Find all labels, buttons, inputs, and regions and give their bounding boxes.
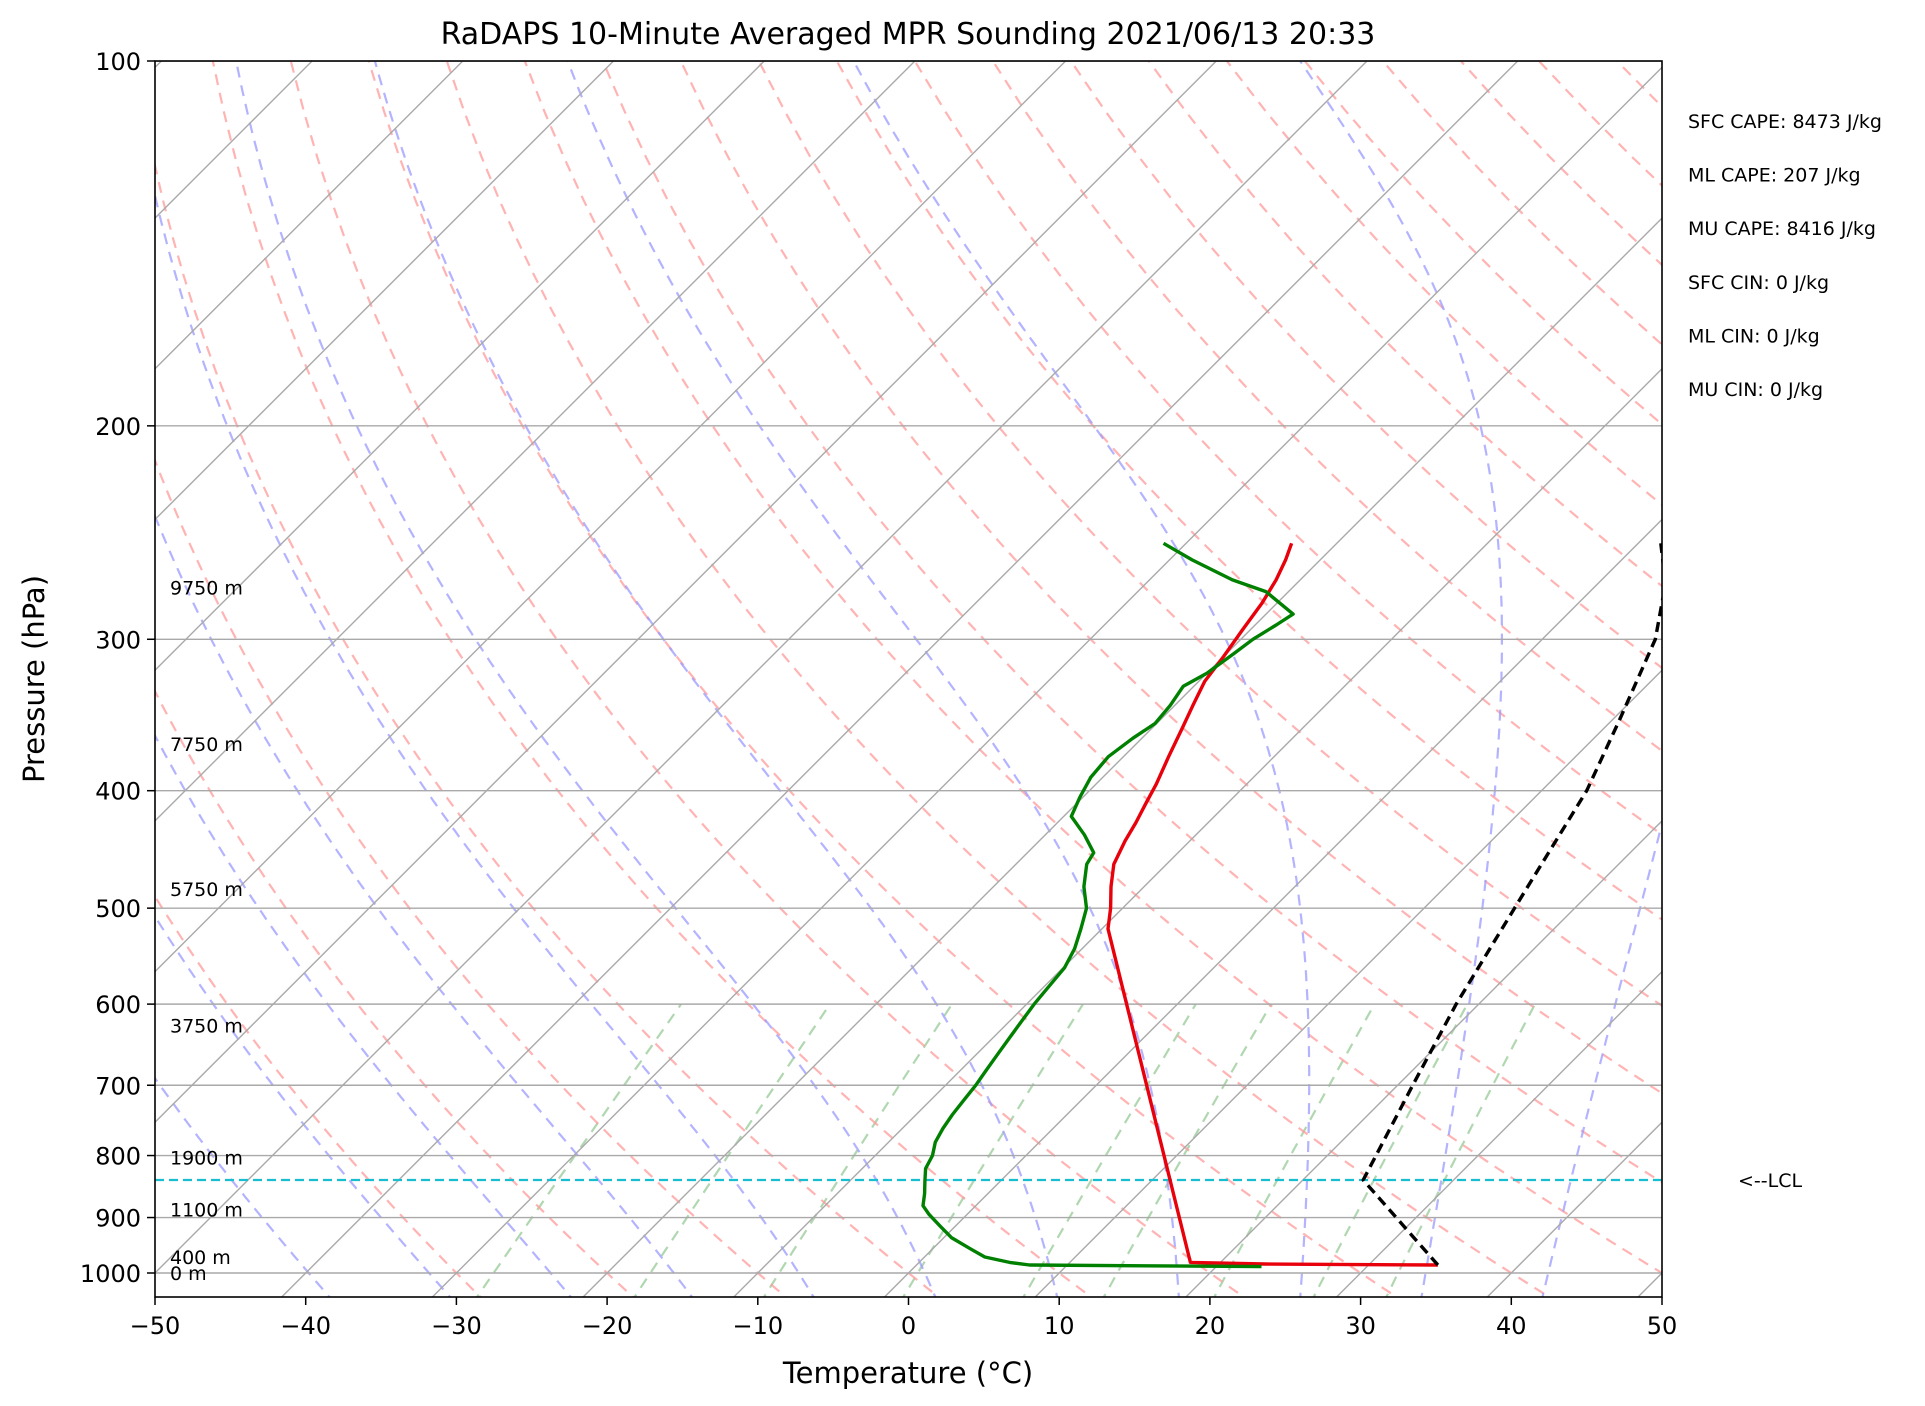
- mixing-ratio-line: [633, 1003, 831, 1297]
- mixing-ratio-line: [762, 1003, 953, 1297]
- stat-annotation: MU CAPE: 8416 J/kg: [1688, 218, 1876, 240]
- height-label: 7750 m: [170, 734, 243, 756]
- x-tick-label: −10: [732, 1312, 783, 1340]
- moist-adiabat-line: [155, 513, 694, 1297]
- height-label: 0 m: [170, 1263, 207, 1285]
- x-tick-label: −40: [280, 1312, 331, 1340]
- height-label: 9750 m: [170, 578, 243, 600]
- series-layer: [921, 541, 1662, 1269]
- isotherm-line: [155, 61, 1067, 973]
- mixing-ratio-line: [475, 1003, 683, 1297]
- dry-adiabat-line: [835, 61, 1662, 921]
- moist-adiabat-line: [1541, 819, 1662, 1297]
- stats-panel: SFC CAPE: 8473 J/kg ML CAPE: 207 J/kg MU C…: [1688, 111, 1882, 401]
- y-tick-label: 300: [95, 626, 141, 654]
- temperature-profile-line: [1106, 542, 1438, 1267]
- y-tick-label: 1000: [80, 1260, 141, 1288]
- y-axis: 100 200 300 400 500 600 700 800 900 1000: [80, 48, 155, 1288]
- parcel-profile-line: [1361, 543, 1662, 1267]
- isotherm-line: [155, 61, 1368, 1274]
- x-tick-label: 30: [1345, 1312, 1376, 1340]
- height-label: 5750 m: [170, 879, 243, 901]
- x-tick-label: 10: [1044, 1312, 1075, 1340]
- isotherm-line: [1034, 669, 1662, 1297]
- x-tick-label: −20: [582, 1312, 633, 1340]
- height-label: 3750 m: [170, 1016, 243, 1038]
- isotherm-line: [155, 61, 1218, 1124]
- y-axis-title: Pressure (hPa): [17, 575, 51, 783]
- x-tick-label: −50: [130, 1312, 181, 1340]
- y-tick-label: 100: [95, 48, 141, 76]
- isotherm-line: [883, 518, 1662, 1297]
- x-axis: −50 −40 −30 −20 −10 0 10 20 30 40 50: [130, 1297, 1678, 1340]
- isobar-gridlines: [155, 61, 1662, 1274]
- x-tick-label: 0: [901, 1312, 916, 1340]
- chart-title: RaDAPS 10-Minute Averaged MPR Sounding 2…: [441, 17, 1376, 52]
- isotherm-line: [280, 61, 1519, 1297]
- isotherm-line: [431, 66, 1662, 1297]
- stat-annotation: SFC CAPE: 8473 J/kg: [1688, 111, 1882, 133]
- isotherm-line: [732, 367, 1662, 1297]
- isotherm-line: [1184, 819, 1662, 1297]
- stat-annotation: ML CAPE: 207 J/kg: [1688, 165, 1861, 187]
- moist-adiabat-line: [373, 61, 1059, 1297]
- dry-adiabat-line: [1147, 61, 1662, 588]
- y-tick-label: 400: [95, 778, 141, 806]
- x-axis-title: Temperature (°C): [782, 1356, 1033, 1390]
- dewpoint-profile-line: [921, 541, 1295, 1269]
- stat-annotation: MU CIN: 0 J/kg: [1688, 379, 1823, 401]
- y-tick-label: 700: [95, 1072, 141, 1100]
- isotherm-line: [155, 61, 766, 672]
- y-tick-label: 600: [95, 991, 141, 1019]
- height-label: 400 m: [170, 1247, 231, 1269]
- x-tick-label: −30: [431, 1312, 482, 1340]
- x-tick-label: 20: [1195, 1312, 1226, 1340]
- moist-adiabat-line: [1298, 61, 1503, 1297]
- y-tick-label: 200: [95, 413, 141, 441]
- plot-area: [155, 61, 1662, 1297]
- stat-annotation: ML CIN: 0 J/kg: [1688, 325, 1820, 347]
- y-tick-label: 500: [95, 895, 141, 923]
- stat-annotation: SFC CIN: 0 J/kg: [1688, 272, 1829, 294]
- isotherm-line: [155, 61, 464, 370]
- y-tick-label: 900: [95, 1205, 141, 1233]
- dry-adiabat-line: [913, 61, 1662, 836]
- dry-adiabat-line: [155, 457, 788, 1297]
- isotherm-line: [1335, 970, 1662, 1297]
- x-tick-label: 50: [1647, 1312, 1678, 1340]
- y-tick-label: 800: [95, 1143, 141, 1171]
- height-label: 1900 m: [170, 1148, 243, 1170]
- x-tick-label: 40: [1496, 1312, 1527, 1340]
- isotherm-line: [155, 61, 615, 521]
- height-label: 1100 m: [170, 1199, 243, 1221]
- isotherm-line: [155, 61, 916, 822]
- lcl-label: <--LCL: [1738, 1170, 1802, 1192]
- mixing-ratio-line: [902, 1003, 1084, 1297]
